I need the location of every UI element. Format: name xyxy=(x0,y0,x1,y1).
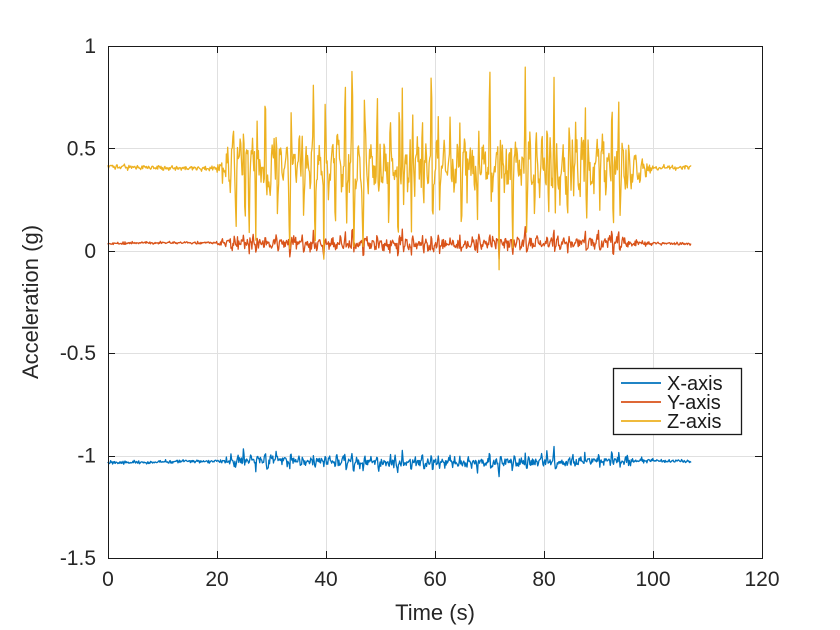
series-line-x-axis xyxy=(107,445,692,478)
x-tick-label: 60 xyxy=(423,568,446,591)
y-tick-label: -0.5 xyxy=(60,342,96,365)
legend-label-x-axis: X-axis xyxy=(667,373,723,395)
x-tick-label: 100 xyxy=(635,568,670,591)
tick-labels-group: 0 20 40 60 80 100 120 -1.5 -1 -0.5 0 0.5 1 xyxy=(60,35,780,591)
x-tick-label: 40 xyxy=(314,568,337,591)
x-tick-label: 0 xyxy=(102,568,114,591)
y-tick-label: -1.5 xyxy=(60,547,96,570)
series-line-y-axis xyxy=(107,226,692,260)
y-axis-title: Acceleration (g) xyxy=(18,225,43,379)
x-tick-label: 20 xyxy=(205,568,228,591)
legend-label-y-axis: Y-axis xyxy=(667,392,721,414)
series-line-z-axis xyxy=(107,66,692,271)
y-tick-label: 0.5 xyxy=(67,137,96,160)
x-axis-title: Time (s) xyxy=(395,600,475,625)
y-tick-label: 0 xyxy=(84,240,96,263)
axes-group xyxy=(107,45,764,560)
axis-titles-group: Time (s) Acceleration (g) xyxy=(18,225,475,625)
x-tick-label: 120 xyxy=(744,568,779,591)
grid-lines xyxy=(108,46,762,558)
y-tick-label: 1 xyxy=(84,35,96,58)
legend-label-z-axis: Z-axis xyxy=(667,411,721,433)
data-series-group xyxy=(107,66,692,478)
y-tick-label: -1 xyxy=(77,445,96,468)
x-tick-label: 80 xyxy=(532,568,555,591)
